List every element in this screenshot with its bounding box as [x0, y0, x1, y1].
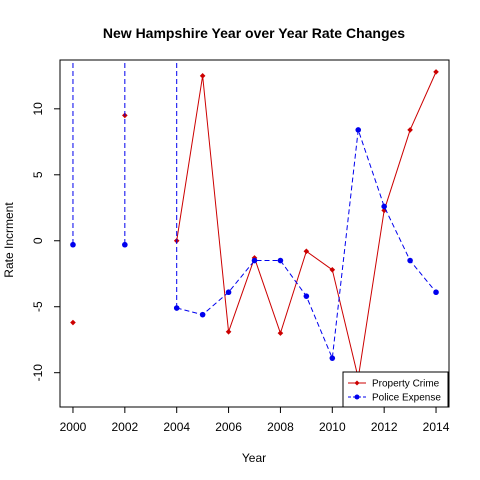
legend: Property Crime Police Expense — [342, 371, 449, 408]
data-point — [251, 257, 258, 264]
x-tick-label: 2008 — [267, 420, 294, 434]
data-point — [70, 319, 76, 326]
data-point — [199, 311, 206, 318]
data-point — [381, 203, 387, 210]
legend-box — [342, 371, 449, 408]
x-tick-label: 2006 — [215, 420, 242, 434]
y-axis-label: Rate Incrment — [2, 202, 16, 278]
legend-label: Property Crime — [372, 379, 440, 390]
data-point — [355, 127, 362, 133]
legend-item: Police Expense — [348, 393, 441, 404]
legend-label: Police Expense — [372, 393, 441, 404]
chart-title: New Hampshire Year over Year Rate Change… — [103, 25, 405, 41]
data-point — [407, 127, 413, 133]
data-point — [122, 241, 128, 248]
data-point — [329, 266, 336, 273]
series-layer — [70, 60, 439, 381]
data-point — [329, 355, 336, 361]
data-point — [381, 207, 387, 214]
y-tick-label: 10 — [31, 102, 45, 116]
legend-item: Property Crime — [348, 379, 440, 390]
x-tick-label: 2002 — [111, 420, 138, 434]
x-axis-label: Year — [242, 451, 266, 465]
x-tick-label: 2012 — [371, 420, 398, 434]
data-point — [303, 248, 310, 255]
y-tick-label: 0 — [31, 237, 45, 244]
legend-marker — [354, 380, 360, 386]
y-tick-label: 5 — [31, 171, 45, 178]
data-point — [433, 289, 439, 296]
x-tick-label: 2000 — [60, 420, 87, 434]
plot-frame — [59, 59, 450, 408]
data-point — [277, 257, 284, 264]
x-tick-label: 2004 — [163, 420, 190, 434]
y-tick-label: -10 — [31, 364, 45, 382]
data-point — [303, 293, 310, 299]
data-point — [225, 328, 232, 335]
data-point — [277, 330, 284, 336]
data-point — [173, 305, 180, 311]
data-point — [433, 69, 439, 75]
data-point — [70, 241, 76, 248]
x-tick-label: 2014 — [423, 420, 450, 434]
data-point — [225, 289, 232, 296]
y-axis: -10 -5 0 5 10 — [31, 102, 60, 382]
series-police-expense — [70, 60, 439, 361]
x-axis: 2000 2002 2004 2006 2008 2010 2012 2014 — [60, 407, 450, 434]
x-tick-label: 2010 — [319, 420, 346, 434]
data-point — [407, 257, 413, 264]
y-tick-label: -5 — [31, 301, 45, 312]
legend-marker — [354, 394, 360, 400]
data-point — [199, 73, 206, 79]
